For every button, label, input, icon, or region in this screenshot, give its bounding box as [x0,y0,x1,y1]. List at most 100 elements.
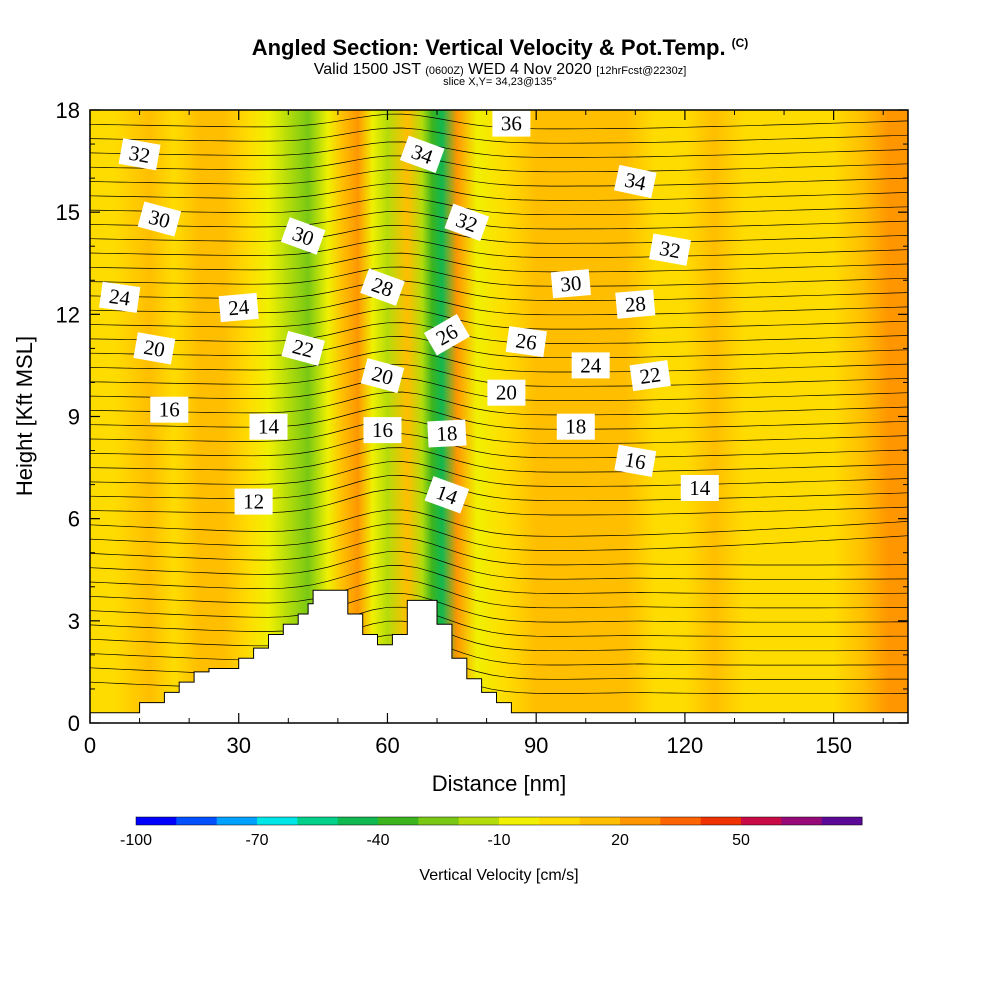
colorbar-swatch [499,817,540,825]
contour-label: 34 [399,135,445,174]
contour-label: 22 [629,360,671,392]
contour-label-bg [629,360,671,392]
y-tick-label: 6 [68,507,80,532]
contour-label-text: 36 [501,112,522,136]
colorbar-swatch [176,817,218,825]
velocity-band [90,110,908,723]
contour-label: 24 [99,281,141,313]
contour-label-text: 22 [638,362,662,389]
colorbar-swatch [216,817,258,825]
colorbar-swatch [700,817,742,825]
isentrope-line [90,565,908,594]
colorbar-tick-label: -40 [366,832,389,849]
x-tick-label: 120 [667,733,704,758]
y-tick-label: 12 [56,302,80,327]
contour-label: 32 [444,203,490,242]
contour-label: 30 [550,269,591,299]
isentrope-line [90,634,908,666]
contour-label: 14 [680,475,719,501]
contour-label-bg [487,379,526,406]
contour-label-bg [363,417,402,444]
contour-label: 36 [492,110,531,137]
colorbar-swatch [620,817,661,825]
contour-label-bg [118,138,161,171]
colorbar-tick-label: -10 [487,832,510,849]
contour-label-text: 30 [559,271,582,297]
y-tick-label: 9 [68,405,80,430]
contour-label: 34 [614,164,657,199]
contour-label-bg [615,289,656,319]
colorbar-swatch [741,817,782,825]
contour-label: 32 [649,233,691,266]
contour-label-text: 24 [108,284,133,311]
colorbar-swatch [378,817,419,825]
isentrope-line [90,461,908,487]
contour-label: 16 [614,444,657,477]
isentrope-line [90,322,908,344]
contour-label-text: 26 [514,328,538,355]
colorbar-swatch [418,817,460,825]
contour-label-text: 16 [159,398,180,422]
isentrope-line [90,606,908,637]
contour-label-text: 20 [496,381,517,405]
colorbar: -100 -70 -40 -10 20 50 [120,816,863,849]
contour-label: 22 [281,330,325,366]
contour-label-bg [218,292,259,323]
contour-label-text: 16 [372,418,393,442]
colorbar-tick-label: -100 [120,832,152,849]
isentrope-line [90,391,908,416]
valid-date: WED 4 Nov 2020 [468,61,592,78]
isentrope-line [90,308,908,330]
y-tick-label: 3 [68,609,80,634]
contour-label-bg [505,326,547,358]
contour-label-bg [427,419,467,448]
contour-label-bg [280,217,326,255]
contour-label-bg [423,314,470,356]
isentrope-line [90,620,908,652]
contour-label-bg [614,444,657,477]
x-axis-title: Distance [nm] [432,771,567,796]
isentrope-line [90,509,908,537]
colorbar-tick-label: 50 [732,832,750,849]
contour-label-text: 24 [227,295,251,321]
x-tick-label: 60 [375,733,399,758]
isentrope-line [90,551,908,580]
isentrope-line [90,141,908,158]
colorbar-tick-label: 20 [611,832,629,849]
colorbar-swatch [781,817,823,825]
y-tick-label: 18 [56,98,80,123]
title-text: Angled Section: Vertical Velocity & Pot.… [251,35,726,60]
forecast-info: [12hrFcst@2230z] [596,65,687,77]
contour-label-bg [614,164,657,199]
contour-label: 20 [487,379,526,406]
contour-label-bg [99,281,141,313]
contour-label-text: 32 [127,141,152,168]
contour-label: 16 [150,396,189,423]
isentrope-line [90,475,908,502]
contour-label-bg [137,201,182,237]
isentrope-line [90,224,908,244]
colorbar-title: Vertical Velocity [cm/s] [419,867,578,884]
colorbar-swatch [458,817,500,825]
colorbar-swatch [579,817,621,825]
colorbar-swatch [136,817,177,825]
chart-title: Angled Section: Vertical Velocity & Pot.… [0,35,1000,61]
isentrope-line [90,433,908,459]
isentrope-line [90,350,908,373]
isentrope-line [90,211,908,230]
contour-label-bg [133,332,176,365]
isentrope-line [90,169,908,187]
contour-label-bg [492,110,531,137]
isentrope-line [90,488,908,516]
y-tick-label: 0 [68,711,80,736]
valid-utc: (0600Z) [425,65,464,77]
x-tick-label: 0 [84,733,96,758]
colorbar-swatch [257,817,298,825]
isentrope-line [90,523,908,551]
contour-label-bg [150,396,189,423]
contour-label-bg [234,488,273,515]
contour-labels: 12 14 16 20 24 24 22 30 30 32 28 20 16 34 36 32 26 18 14 20… [99,110,719,515]
x-tick-label: 90 [524,733,548,758]
colorbar-swatch [660,817,702,825]
colorbar-swatch [337,817,379,825]
